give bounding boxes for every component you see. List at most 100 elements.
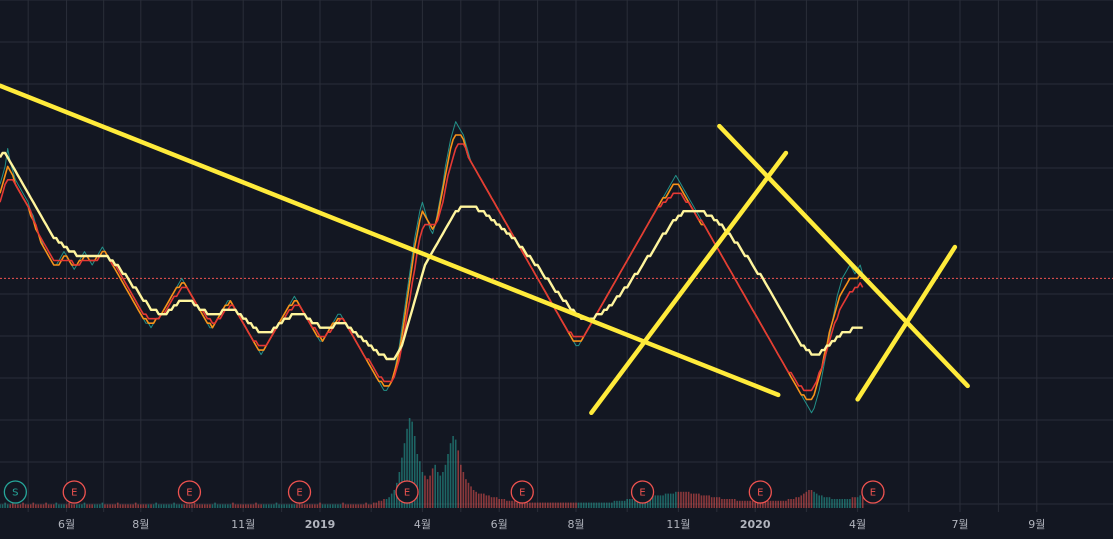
volume-bar — [0, 504, 1, 508]
event-marker[interactable]: S — [3, 480, 28, 504]
x-tick-label: 9월 — [1028, 518, 1045, 531]
volume-bar — [854, 497, 856, 508]
volume-bar — [851, 497, 854, 508]
volume-bar — [452, 436, 454, 508]
volume-bar — [690, 493, 692, 508]
volume-bar — [47, 504, 50, 508]
volume-bar — [680, 491, 682, 508]
event-marker[interactable]: E — [177, 480, 202, 504]
volume-bar — [677, 491, 680, 508]
volume-bar — [157, 504, 160, 508]
volume-bar — [234, 504, 237, 508]
event-marker-label: E — [519, 488, 525, 499]
series-lines — [0, 121, 864, 414]
volume-bar — [375, 502, 378, 508]
event-marker[interactable]: E — [861, 480, 885, 504]
volume-bar — [826, 497, 828, 508]
event-marker[interactable]: E — [287, 480, 312, 504]
volume-bar — [465, 479, 467, 508]
volume-bar — [68, 502, 70, 508]
volume-bar — [27, 504, 29, 508]
event-marker[interactable]: E — [630, 480, 655, 504]
event-marker[interactable]: E — [510, 480, 534, 504]
volume-bar — [664, 493, 667, 508]
volume-bar — [792, 499, 795, 508]
event-marker[interactable]: E — [62, 480, 86, 504]
volume-bar — [575, 502, 577, 508]
volume-bar — [40, 504, 42, 508]
volume-bar — [352, 504, 355, 508]
volume-bar — [268, 504, 270, 508]
volume-bar — [147, 504, 150, 508]
volume-bar — [124, 504, 127, 508]
volume-bar — [588, 502, 590, 508]
volume-bar — [303, 504, 306, 508]
volume-bar — [531, 502, 534, 508]
volume-bar — [675, 491, 677, 508]
series-line-ma-short — [0, 134, 864, 401]
volume-bar — [188, 504, 191, 508]
volume-bar — [301, 504, 303, 508]
volume-bar — [823, 497, 826, 508]
volume-bar — [349, 504, 352, 508]
volume-bar — [270, 504, 273, 508]
x-axis: 월6월8월11월20194월6월8월11월20204월7월9월 — [58, 518, 1045, 531]
volume-bar — [749, 500, 751, 508]
volume-bar — [160, 504, 163, 508]
event-marker[interactable]: E — [748, 480, 772, 504]
volume-bar — [500, 499, 503, 508]
volume-bar — [785, 500, 787, 508]
volume-bar — [58, 504, 60, 508]
volume-bar — [32, 502, 35, 508]
volume-bar — [611, 502, 613, 508]
volume-bar — [657, 495, 659, 508]
event-marker[interactable]: E — [395, 480, 419, 504]
volume-bar — [193, 502, 196, 508]
volume-bar — [119, 504, 122, 508]
volume-bar — [616, 500, 618, 508]
volume-bar — [618, 500, 621, 508]
volume-bar — [818, 495, 820, 508]
volume-bar — [475, 491, 477, 508]
volume-bar — [308, 504, 311, 508]
volume-bar — [145, 504, 147, 508]
volume-bar — [255, 502, 257, 508]
volume-bar — [698, 493, 700, 508]
volume-bar — [859, 495, 861, 508]
volume-bar — [488, 495, 490, 508]
volume-bar — [63, 504, 65, 508]
event-marker-circle — [861, 480, 885, 504]
volume-bar — [334, 504, 337, 508]
volume-bar — [580, 502, 582, 508]
x-tick-label: 2019 — [305, 518, 336, 531]
volume-bar — [667, 493, 669, 508]
volume-bar — [833, 499, 836, 508]
volume-bar — [101, 502, 104, 508]
volume-bar — [613, 500, 616, 508]
volume-bar — [45, 502, 47, 508]
volume-bar — [490, 497, 493, 508]
volume-bar — [703, 495, 705, 508]
volume-bar — [321, 504, 324, 508]
volume-bar — [577, 502, 580, 508]
volume-bar — [70, 504, 73, 508]
volume-bar — [567, 502, 570, 508]
volume-bar — [180, 504, 183, 508]
x-tick-label: 8월 — [132, 518, 149, 531]
volume-bar — [718, 497, 721, 508]
volume-bar — [186, 504, 188, 508]
volume-bar — [104, 504, 106, 508]
volume-bar — [93, 504, 96, 508]
volume-bar — [598, 502, 600, 508]
volume-bar — [416, 454, 419, 508]
event-marker-label: E — [404, 488, 410, 499]
volume-bar — [408, 418, 411, 508]
volume-bar — [134, 502, 137, 508]
volume-bar — [508, 500, 511, 508]
event-marker-circle — [177, 480, 202, 504]
volume-bar — [247, 504, 250, 508]
volume-bar — [165, 504, 168, 508]
